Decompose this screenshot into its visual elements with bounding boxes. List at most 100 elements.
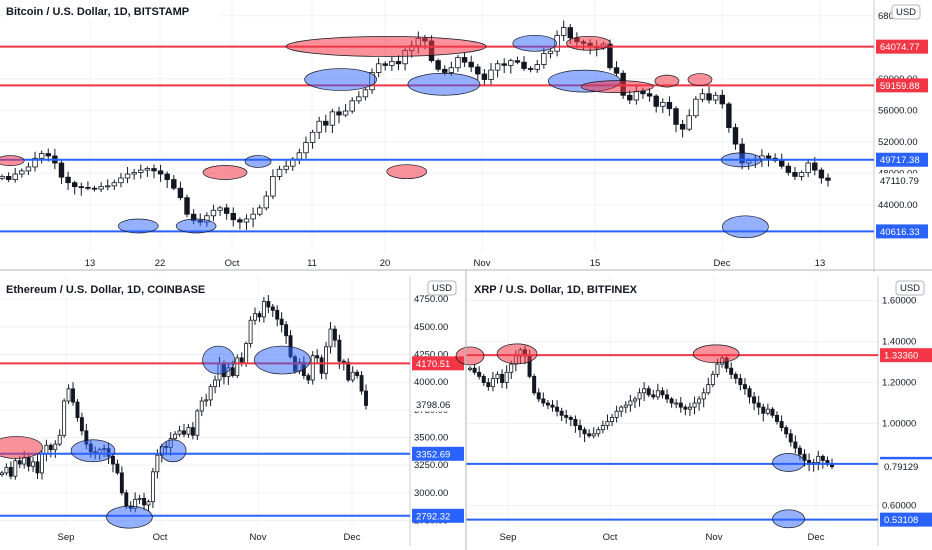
highlight-ellipse[interactable] [253, 345, 311, 375]
highlight-ellipse[interactable] [285, 36, 487, 57]
currency-label: USD [900, 283, 920, 294]
highlight-ellipse[interactable] [0, 436, 43, 459]
highlight-ellipse[interactable] [386, 164, 428, 180]
candle-body [124, 173, 131, 179]
level-price-tag [412, 356, 464, 371]
candle-body [266, 301, 271, 308]
candle-body [337, 339, 342, 362]
currency-label: USD [896, 7, 916, 18]
highlight-ellipse[interactable] [455, 346, 485, 366]
highlight-ellipse[interactable] [159, 439, 187, 463]
candle-body [435, 60, 441, 70]
highlight-ellipse[interactable] [772, 453, 805, 472]
highlight-ellipse[interactable] [654, 74, 680, 88]
candle-body [190, 427, 195, 436]
candle-body [137, 497, 142, 500]
candle-body [818, 169, 825, 179]
candle-body [467, 367, 473, 370]
candle-body [655, 390, 660, 398]
highlight-ellipse[interactable] [106, 505, 153, 529]
candle-body [532, 376, 537, 394]
candle-body [323, 120, 329, 126]
candle-body [494, 63, 501, 71]
highlight-ellipse[interactable] [692, 344, 740, 364]
candle-body [230, 213, 236, 221]
candle-body [276, 168, 283, 177]
level-price-label: 49717.38 [880, 155, 920, 166]
candle-body [296, 152, 303, 160]
highlight-ellipse[interactable] [566, 35, 611, 51]
highlight-ellipse[interactable] [722, 215, 769, 239]
highlight-ellipse[interactable] [175, 218, 217, 234]
candle-body [17, 460, 22, 465]
candle-body [144, 168, 151, 171]
highlight-ellipse[interactable] [772, 509, 805, 529]
candle-body [820, 455, 825, 461]
candle-body [184, 197, 190, 215]
candle-body [490, 378, 495, 388]
y-tick-label: 3000.00 [414, 488, 448, 499]
highlight-ellipse[interactable] [581, 80, 654, 93]
candle-body [118, 177, 124, 184]
candle-body [726, 103, 732, 128]
y-tick-label: 1.60000 [882, 296, 916, 307]
candle-body [329, 111, 336, 126]
highlight-ellipse[interactable] [202, 165, 248, 180]
highlight-ellipse[interactable] [117, 218, 159, 234]
highlight-ellipse[interactable] [407, 72, 481, 96]
y-tick-label: 4250.00 [414, 350, 448, 361]
chart-panel-3: 1.600001.400001.200001.000000.800000.600… [455, 276, 932, 546]
candle-body [257, 313, 262, 318]
highlight-ellipse[interactable] [202, 345, 235, 375]
candle-body [13, 460, 18, 477]
title-background [3, 282, 227, 297]
candle-body [521, 61, 527, 69]
candle-body [550, 404, 555, 408]
candle-body [619, 406, 624, 412]
candle-body [306, 375, 311, 381]
candle-body [316, 120, 322, 133]
candle-body [765, 155, 772, 159]
highlight-ellipse[interactable] [70, 439, 116, 463]
candle-body [230, 367, 235, 376]
highlight-ellipse[interactable] [720, 152, 762, 168]
highlight-ellipse[interactable] [512, 34, 558, 52]
candle-body [555, 406, 560, 412]
candle-body [217, 207, 223, 211]
level-price-tag [876, 39, 928, 54]
currency-badge[interactable] [427, 280, 457, 296]
level-price-label: 40616.33 [880, 227, 920, 238]
last-price-tag [880, 459, 932, 474]
candle-body [468, 61, 474, 68]
highlight-ellipse[interactable] [244, 155, 272, 168]
candle-body [328, 328, 333, 348]
candle-body [591, 433, 596, 437]
candle-body [761, 406, 766, 414]
highlight-ellipse[interactable] [687, 73, 713, 86]
last-price-label: 0.79129 [884, 462, 918, 473]
highlight-ellipse[interactable] [304, 68, 378, 91]
candle-body [248, 319, 253, 344]
candle-body [319, 357, 324, 374]
candle-body [91, 187, 98, 190]
chart-panel-1: 68000.0064000.0060000.0056000.0052000.00… [0, 0, 928, 272]
candle-body [577, 425, 582, 431]
candle-body [98, 186, 104, 190]
candle-body [564, 414, 569, 418]
candle-body [596, 429, 601, 435]
currency-badge[interactable] [895, 280, 925, 296]
candle-body [541, 53, 547, 65]
highlight-ellipse[interactable] [0, 155, 25, 166]
y-tick-label: 56000.00 [878, 105, 918, 116]
x-tick-label: Oct [153, 532, 168, 543]
candle-body [610, 416, 615, 422]
candle-body [486, 382, 491, 388]
candle-body [186, 427, 191, 435]
candle-body [719, 94, 725, 105]
level-price-tag [412, 508, 464, 523]
candle-body [770, 408, 775, 416]
highlight-ellipse[interactable] [496, 343, 538, 365]
x-tick-label: Sep [500, 532, 517, 543]
currency-badge[interactable] [891, 4, 921, 20]
candle-body [627, 94, 633, 101]
